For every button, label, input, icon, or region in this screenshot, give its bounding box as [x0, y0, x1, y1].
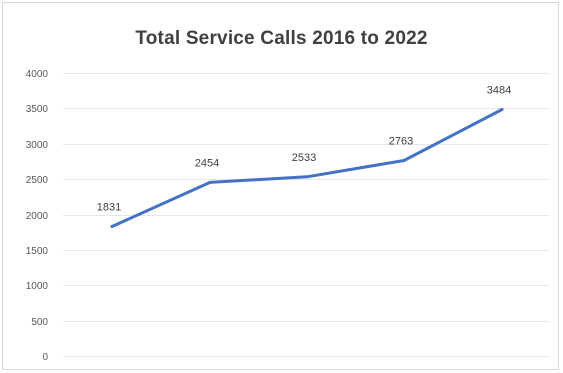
data-point — [110, 225, 114, 228]
series-line — [110, 108, 504, 228]
data-point — [305, 175, 309, 179]
data-point — [208, 180, 212, 184]
y-tick-label: 0 — [42, 352, 48, 363]
data-point — [402, 159, 406, 162]
data-point — [500, 108, 504, 111]
data-label: 3484 — [487, 85, 511, 97]
y-tick-label: 3500 — [26, 104, 49, 115]
gridlines — [63, 73, 549, 357]
y-tick-label: 2000 — [26, 211, 49, 222]
chart-title: Total Service Calls 2016 to 2022 — [135, 28, 428, 49]
y-tick-label: 1500 — [26, 246, 49, 257]
y-tick-label: 3000 — [26, 140, 49, 151]
data-label: 2454 — [195, 157, 219, 169]
y-tick-label: 1000 — [26, 281, 49, 292]
series-lines — [110, 108, 504, 228]
data-label: 2763 — [389, 136, 413, 148]
data-label: 2533 — [292, 152, 316, 164]
y-axis-tick-labels: 0 500 1000 1500 2000 2500 3000 3500 4000 — [26, 69, 49, 363]
y-tick-label: 2500 — [26, 175, 49, 186]
chart-frame — [2, 2, 559, 370]
data-labels: 1831 2454 2533 2763 3484 — [97, 85, 511, 214]
data-label: 1831 — [97, 202, 121, 214]
y-tick-label: 4000 — [26, 69, 49, 80]
y-tick-label: 500 — [31, 317, 48, 328]
